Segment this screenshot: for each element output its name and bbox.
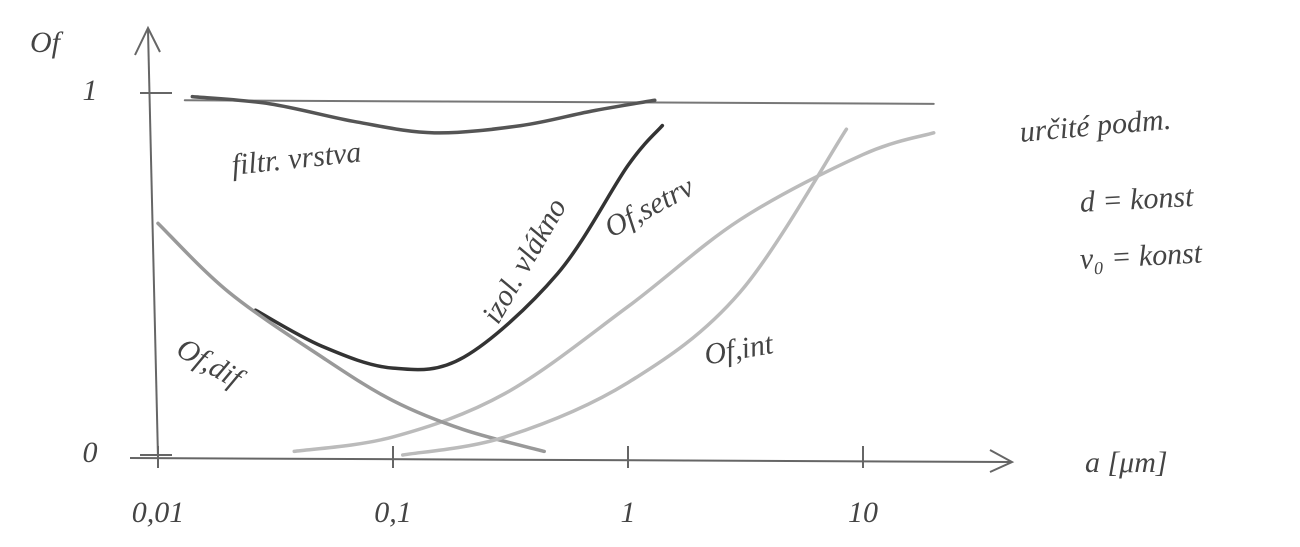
annotation: d = konst bbox=[1079, 180, 1195, 219]
series-label: Of,dif bbox=[171, 331, 251, 396]
series-label: Of,setrv bbox=[599, 170, 700, 244]
series-label: Of,int bbox=[702, 327, 777, 372]
y-axis-label: Of bbox=[30, 26, 64, 59]
x-tick-label: 0,01 bbox=[132, 496, 185, 529]
x-tick-label: 10 bbox=[848, 496, 878, 529]
x-axis-label: a [μm] bbox=[1085, 446, 1168, 479]
series-label: filtr. vrstva bbox=[230, 135, 363, 181]
series-line bbox=[185, 100, 934, 104]
annotation: určité podm. bbox=[1018, 103, 1172, 149]
series-line bbox=[294, 133, 933, 452]
annotation: v₀ = konst bbox=[1079, 236, 1204, 275]
series-line bbox=[403, 129, 847, 455]
chart: Of a [μm] 0,010,111001filtr. vrstvaizol.… bbox=[0, 0, 1300, 547]
x-axis bbox=[130, 458, 1010, 462]
y-axis bbox=[148, 30, 158, 458]
series-line bbox=[158, 223, 544, 451]
y-tick-label: 1 bbox=[83, 74, 98, 107]
y-tick-label: 0 bbox=[83, 436, 98, 469]
x-tick-label: 0,1 bbox=[374, 496, 412, 529]
x-tick-label: 1 bbox=[621, 496, 636, 529]
